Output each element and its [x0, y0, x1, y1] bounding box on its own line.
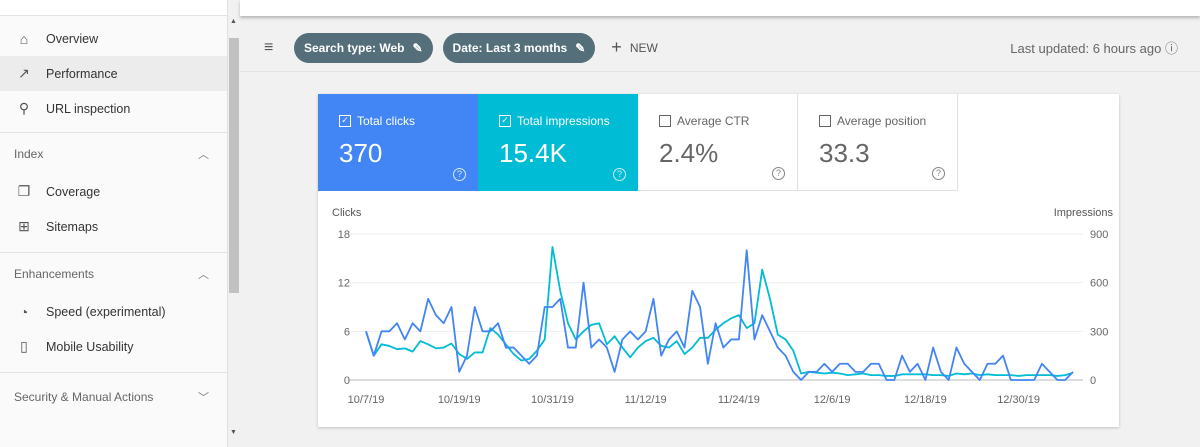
metric-total-clicks[interactable]: ✓ Total clicks 370? [318, 94, 478, 191]
y-tick-label: 0 [344, 375, 350, 387]
x-tick-label: 11/24/19 [718, 394, 760, 406]
metric-label: Total impressions [517, 114, 610, 128]
home-icon: ⌂ [19, 30, 29, 47]
section-title: Enhancements [14, 266, 95, 281]
metric-value: 15.4K [499, 138, 567, 168]
last-updated-text: Last updated: 6 hours ago [1010, 41, 1162, 56]
x-tick-label: 10/31/19 [531, 394, 574, 406]
sidebar-item-sitemaps[interactable]: ⊞ Sitemaps [0, 209, 227, 244]
date-chip[interactable]: Date: Last 3 months ✎ [442, 32, 596, 63]
gauge-icon: ◔ [19, 303, 29, 320]
phone-icon: ▯ [20, 338, 28, 354]
edit-icon: ✎ [575, 40, 586, 55]
sidebar-item-url-inspection[interactable]: ⚲ URL inspection [0, 91, 227, 126]
new-label: NEW [629, 40, 658, 55]
sitemap-icon: ⊞ [18, 218, 30, 234]
sidebar-header [0, 0, 227, 16]
x-tick-label: 12/18/19 [904, 394, 947, 406]
trending-up-icon: ↗ [18, 65, 30, 81]
help-icon[interactable]: ? [613, 168, 626, 181]
chevron-up-icon: ︿ [198, 148, 209, 161]
sidebar-item-label: Mobile Usability [46, 339, 134, 354]
x-tick-label: 12/30/19 [997, 394, 1040, 406]
edit-icon: ✎ [412, 40, 423, 55]
checkbox-checked-icon[interactable]: ✓ [339, 115, 351, 127]
y-tick-label: 18 [338, 229, 350, 241]
y-axis-label: Clicks [332, 207, 362, 219]
x-tick-label: 10/7/19 [348, 394, 385, 406]
sidebar-item-coverage[interactable]: ❐ Coverage [0, 174, 227, 209]
y2-tick-label: 0 [1090, 375, 1096, 387]
plus-icon: + [611, 37, 622, 57]
checkbox-checked-icon[interactable]: ✓ [499, 115, 511, 127]
y2-axis-label: Impressions [1054, 207, 1114, 219]
x-tick-label: 11/12/19 [625, 394, 667, 406]
copy-icon: ❐ [17, 183, 31, 199]
section-security[interactable]: Security & Manual Actions ﹀ [0, 372, 227, 420]
y2-tick-label: 600 [1090, 278, 1108, 290]
sidebar-scrollbar[interactable]: ▲ ▼ [228, 16, 240, 438]
sidebar-item-performance[interactable]: ↗ Performance [0, 56, 227, 91]
metric-value: 33.3 [819, 138, 870, 168]
last-updated: Last updated: 6 hours ago ⓘ [1010, 38, 1178, 57]
help-icon[interactable]: ? [932, 167, 945, 180]
metric-label: Average CTR [677, 114, 750, 128]
sidebar-item-mobile-usability[interactable]: ▯ Mobile Usability [0, 329, 227, 364]
sidebar-item-label: Performance [46, 66, 118, 81]
metric-label: Average position [837, 114, 927, 128]
chip-label: Search type: Web [304, 40, 405, 55]
y2-tick-label: 300 [1090, 326, 1108, 338]
y-tick-label: 12 [338, 278, 350, 290]
metric-value: 370 [339, 138, 383, 168]
metric-label: Total clicks [357, 114, 416, 128]
metric-average-position[interactable]: Average position 33.3? [798, 94, 958, 191]
series-line-clicks [365, 249, 1074, 381]
series-line-impressions [365, 246, 1074, 377]
metric-total-impressions[interactable]: ✓ Total impressions 15.4K? [478, 94, 638, 191]
chevron-up-icon: ︿ [198, 268, 209, 281]
sidebar: ⌂ Overview ↗ Performance ⚲ URL inspection I… [0, 0, 228, 447]
sidebar-item-label: Coverage [46, 184, 101, 199]
filter-bar: ≡ Search type: Web ✎ Date: Last 3 months ✎… [240, 24, 1200, 72]
scroll-down-icon[interactable]: ▼ [230, 429, 237, 436]
help-icon[interactable]: ? [453, 168, 466, 181]
scroll-up-icon[interactable]: ▲ [230, 18, 237, 25]
section-enhancements[interactable]: Enhancements ︿ [0, 252, 227, 294]
sidebar-item-label: URL inspection [46, 101, 131, 116]
checkbox-unchecked-icon[interactable] [819, 115, 831, 127]
performance-card: ✓ Total clicks 370? ✓ Total impressions 15.4… [318, 94, 1119, 427]
checkbox-unchecked-icon[interactable] [659, 115, 671, 127]
section-index[interactable]: Index ︿ [0, 132, 227, 174]
help-icon[interactable]: ⓘ [1164, 41, 1178, 56]
help-icon[interactable]: ? [772, 167, 785, 180]
sidebar-item-label: Overview [46, 31, 99, 46]
search-type-chip[interactable]: Search type: Web ✎ [294, 32, 433, 63]
sidebar-item-overview[interactable]: ⌂ Overview [0, 21, 227, 56]
section-title: Index [14, 146, 44, 161]
new-filter-button[interactable]: + NEW [611, 37, 658, 58]
sidebar-item-speed[interactable]: ◔ Speed (experimental) [0, 294, 227, 329]
y-tick-label: 6 [344, 326, 350, 338]
search-icon: ⚲ [18, 100, 30, 116]
sidebar-item-label: Sitemaps [46, 219, 99, 234]
performance-chart: Clicks Impressions 0 0 6 300 12 600 18 900 10/7/19… [332, 207, 1114, 406]
chip-label: Date: Last 3 months [452, 40, 568, 55]
metric-value: 2.4% [659, 138, 719, 168]
y2-tick-label: 900 [1090, 229, 1108, 241]
chevron-down-icon: ﹀ [198, 391, 209, 404]
x-tick-label: 12/6/19 [814, 394, 851, 406]
metric-average-ctr[interactable]: Average CTR 2.4%? [638, 94, 798, 191]
sidebar-item-label: Speed (experimental) [46, 304, 166, 319]
section-title: Security & Manual Actions [14, 389, 154, 404]
scrollbar-thumb[interactable] [229, 38, 239, 293]
filter-icon[interactable]: ≡ [264, 38, 274, 56]
top-bar [240, 0, 1200, 16]
x-tick-label: 10/19/19 [438, 394, 481, 406]
